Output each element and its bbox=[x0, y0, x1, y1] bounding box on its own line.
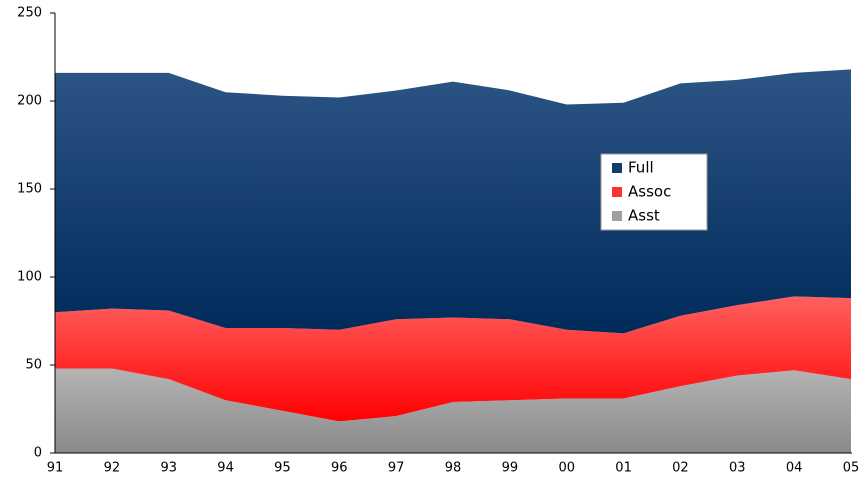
y-tick-label: 0 bbox=[34, 446, 42, 461]
area bbox=[55, 368, 851, 453]
x-tick-label: 98 bbox=[445, 461, 462, 476]
x-tick-label: 00 bbox=[558, 461, 575, 476]
legend-label: Asst bbox=[628, 207, 660, 225]
y-tick-label: 100 bbox=[17, 270, 42, 285]
legend-swatch bbox=[612, 211, 622, 221]
x-tick-label: 93 bbox=[160, 461, 177, 476]
legend: Full Assoc Asst bbox=[600, 153, 708, 231]
x-tick-label: 95 bbox=[274, 461, 291, 476]
legend-label: Full bbox=[628, 159, 654, 177]
x-tick-label: 03 bbox=[729, 461, 746, 476]
x-tick-label: 01 bbox=[615, 461, 632, 476]
x-tick-label: 04 bbox=[786, 461, 803, 476]
legend-swatch bbox=[612, 163, 622, 173]
area bbox=[55, 69, 851, 334]
x-tick-label: 94 bbox=[217, 461, 234, 476]
x-tick-label: 97 bbox=[388, 461, 405, 476]
area bbox=[55, 296, 851, 422]
legend-label: Assoc bbox=[628, 183, 671, 201]
x-tick-label: 92 bbox=[104, 461, 121, 476]
x-tick-label: 91 bbox=[47, 461, 64, 476]
y-tick-label: 250 bbox=[17, 6, 42, 21]
x-tick-label: 96 bbox=[331, 461, 348, 476]
legend-swatch bbox=[612, 187, 622, 197]
x-tick-label: 02 bbox=[672, 461, 689, 476]
y-tick-label: 50 bbox=[25, 358, 42, 373]
y-tick-label: 150 bbox=[17, 182, 42, 197]
x-tick-label: 05 bbox=[843, 461, 860, 476]
x-tick-label: 99 bbox=[502, 461, 519, 476]
y-tick-label: 200 bbox=[17, 94, 42, 109]
